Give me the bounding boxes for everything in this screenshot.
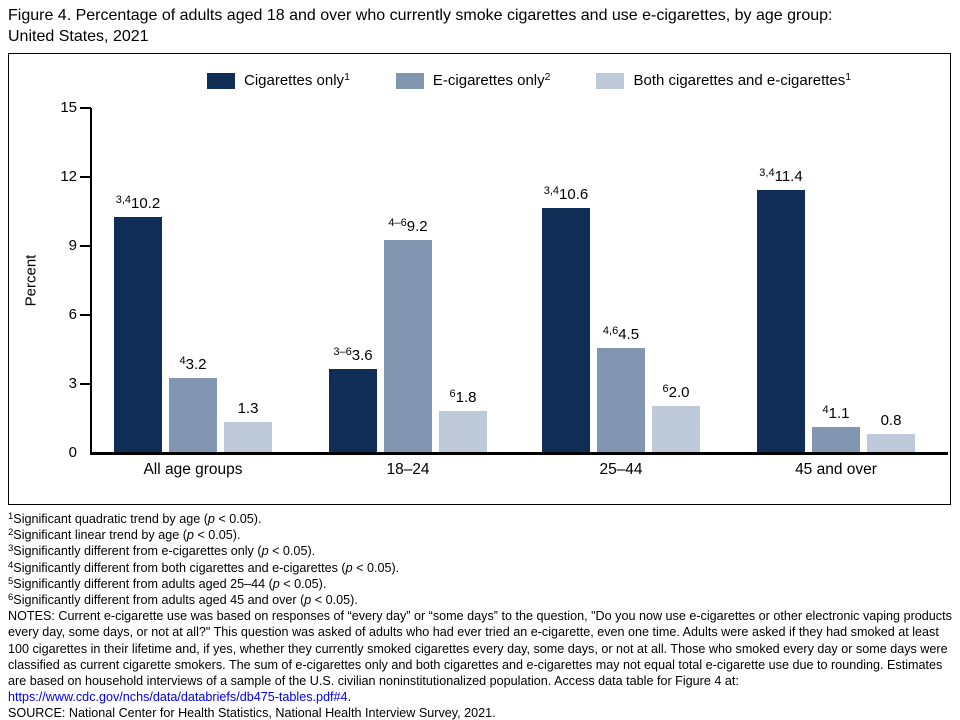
y-tick-mark-3	[80, 383, 91, 385]
legend-swatch-icon	[596, 72, 625, 89]
y-tick-mark-15	[80, 107, 91, 109]
legend-footnote-marker: 2	[544, 71, 551, 83]
notes-text: NOTES: Current e-cigarette use was based…	[8, 609, 952, 689]
bar-footnote-marker: 3,4	[759, 167, 775, 179]
y-tick-label-15: 15	[60, 99, 77, 116]
bar-footnote-marker: 4	[179, 355, 186, 367]
footnote-3: 3Significantly different from e-cigarett…	[8, 543, 316, 559]
p-value-symbol: p	[186, 528, 194, 543]
figure-title-line-2: United States, 2021	[8, 28, 149, 46]
bar-both-cigarettes-and-e-cigarettes-18-24	[439, 411, 487, 452]
footnote-marker: 6	[8, 592, 14, 604]
bar-footnote-marker: 4,6	[602, 325, 619, 337]
figure-title-line-1: Figure 4. Percentage of adults aged 18 a…	[8, 7, 833, 24]
y-tick-mark-6	[80, 314, 91, 316]
x-category-label-all-age-groups: All age groups	[143, 461, 243, 478]
legend-swatch-icon	[207, 72, 235, 89]
y-tick-mark-9	[80, 245, 91, 247]
source-line: SOURCE: National Center for Health Stati…	[8, 706, 496, 720]
x-category-label-45-and-over: 45 and over	[795, 461, 877, 478]
figure-title: Figure 4. Percentage of adults aged 18 a…	[8, 5, 948, 48]
bar-both-cigarettes-and-e-cigarettes-all-age-groups	[224, 422, 272, 452]
x-category-label-18-24: 18–24	[386, 461, 430, 478]
legend-label: Both cigarettes and e-cigarettes1	[633, 71, 852, 89]
bar-e-cigarettes-only-25-44	[597, 348, 645, 452]
bar-value-label: 3,410.2	[115, 194, 161, 213]
bar-value-label: 41.1	[822, 404, 850, 423]
y-tick-label-12: 12	[60, 168, 77, 185]
bar-value-label: 61.8	[449, 388, 477, 407]
y-tick-label-6: 6	[68, 306, 77, 323]
bar-cigarettes-only-all-age-groups	[114, 217, 162, 452]
bar-value-label: 3,410.6	[543, 185, 589, 204]
footnotes: 1Significant quadratic trend by age (p <…	[8, 511, 954, 608]
plot-area: Percent 0 3 6 9 12 15 3,410.2 43.2 1.3 All age gro…	[9, 54, 950, 504]
p-value-symbol: p	[304, 593, 312, 608]
bar-cigarettes-only-25-44	[542, 208, 590, 452]
y-tick-label-0: 0	[68, 444, 77, 461]
bar-e-cigarettes-only-18-24	[384, 240, 432, 452]
footnote-marker: 4	[8, 559, 14, 571]
p-value-symbol: p	[345, 560, 353, 575]
bar-footnote-marker: 3,4	[543, 185, 560, 197]
legend-footnote-marker: 1	[344, 71, 350, 83]
bar-value-label: 4,64.5	[602, 325, 640, 344]
legend-swatch-icon	[395, 72, 424, 89]
legend-label: E-cigarettes only2	[432, 71, 551, 89]
legend-item-cigarettes-only: Cigarettes only1	[207, 72, 350, 89]
chart-frame: Cigarettes only1 E-cigarettes only2 Both c…	[8, 53, 951, 505]
data-table-link[interactable]: https://www.cdc.gov/nchs/data/databriefs…	[8, 690, 348, 705]
legend-item-e-cigarettes-only: E-cigarettes only2	[395, 71, 551, 89]
y-axis-line	[90, 108, 92, 455]
p-value-symbol: p	[272, 576, 280, 591]
y-tick-label-3: 3	[68, 375, 77, 392]
x-axis-line	[90, 452, 948, 455]
footnote-2: 2Significant linear trend by age (p < 0.…	[8, 527, 241, 543]
p-value-symbol: p	[261, 544, 269, 559]
x-category-label-25-44: 25–44	[599, 461, 643, 478]
footnote-6: 6Significantly different from adults age…	[8, 592, 358, 608]
y-tick-label-9: 9	[68, 237, 77, 254]
notes-text-end: .	[347, 690, 352, 705]
bar-footnote-marker: 3,4	[115, 194, 132, 206]
bar-value-label: 3–63.6	[333, 346, 373, 365]
bar-both-cigarettes-and-e-cigarettes-25-44	[652, 406, 700, 452]
bar-footnote-marker: 6	[449, 388, 456, 400]
legend-footnote-marker: 1	[845, 71, 852, 83]
bar-footnote-marker: 4–6	[388, 217, 407, 229]
footnote-4: 4Significantly different from both cigar…	[8, 559, 400, 575]
bar-both-cigarettes-and-e-cigarettes-45-and-over	[867, 434, 915, 452]
legend: Cigarettes only1 E-cigarettes only2 Both c…	[207, 72, 851, 89]
legend-item-both-cigarettes-and-e-cigarettes: Both cigarettes and e-cigarettes1	[596, 72, 851, 89]
bar-e-cigarettes-only-all-age-groups	[169, 378, 217, 452]
bar-footnote-marker: 4	[822, 404, 829, 416]
footnote-marker: 3	[8, 543, 14, 555]
footnote-1: 1Significant quadratic trend by age (p <…	[8, 511, 262, 526]
footnote-5: 5Significantly different from adults age…	[8, 575, 327, 591]
footnote-marker: 1	[8, 511, 14, 522]
footnote-marker: 2	[8, 527, 14, 539]
bar-value-label: 4–69.2	[388, 217, 428, 236]
bar-cigarettes-only-45-and-over	[757, 190, 805, 452]
bar-value-label: 3,411.4	[759, 167, 803, 186]
y-tick-mark-12	[80, 176, 91, 178]
chart-footer: 1Significant quadratic trend by age (p <…	[8, 511, 954, 720]
bar-footnote-marker: 3–6	[333, 346, 352, 358]
bar-value-label: 43.2	[179, 355, 207, 374]
bar-footnote-marker: 6	[662, 383, 669, 395]
bar-value-label: 0.8	[880, 412, 902, 429]
footnote-marker: 5	[8, 575, 14, 587]
legend-label: Cigarettes only1	[244, 71, 350, 89]
bar-value-label: 1.3	[237, 400, 259, 417]
bar-e-cigarettes-only-45-and-over	[812, 427, 860, 452]
bar-value-label: 62.0	[662, 383, 690, 402]
p-value-symbol: p	[207, 512, 215, 526]
bar-cigarettes-only-18-24	[329, 369, 377, 452]
notes-paragraph: NOTES: Current e-cigarette use was based…	[8, 608, 954, 705]
